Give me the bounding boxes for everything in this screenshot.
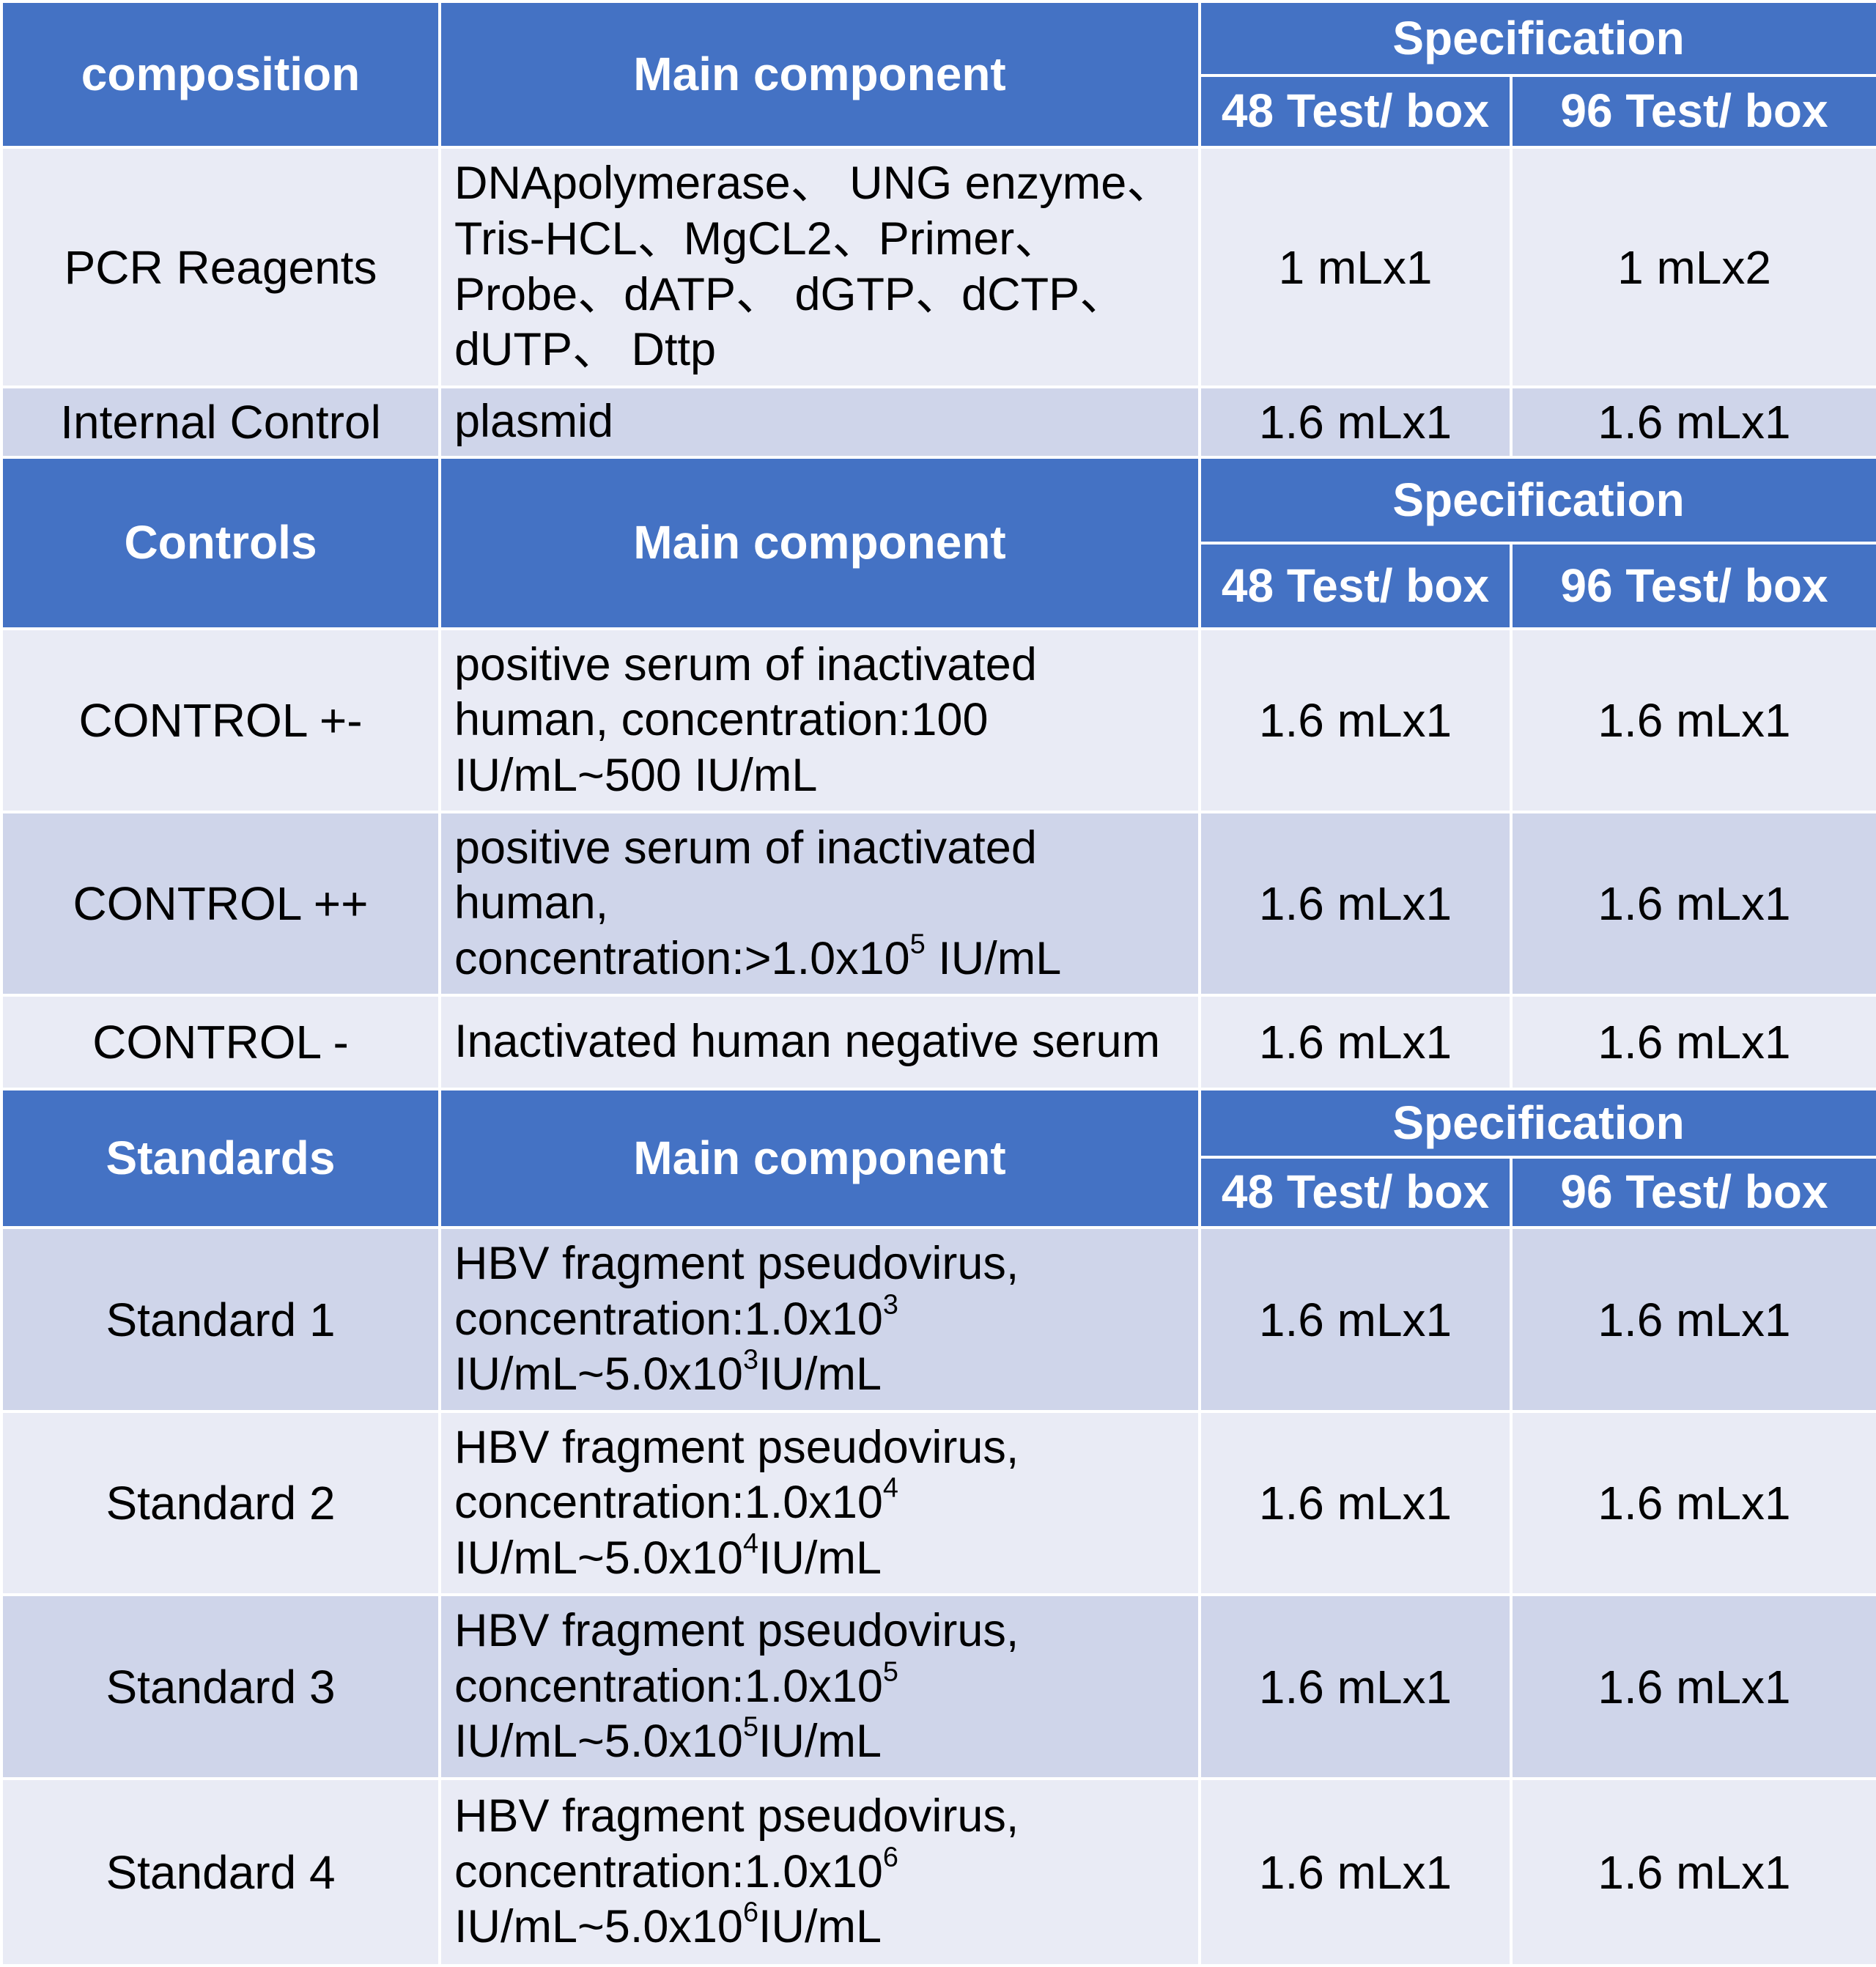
row-description: positive serum of inactivated human, con… [438,627,1201,813]
value-96-test: 1.6 mLx1 [1510,1593,1876,1780]
table-row: Internal Control plasmid 1.6 mLx1 1.6 mL… [0,385,1876,459]
table-row: Standard 3 HBV fragment pseudovirus, con… [0,1593,1876,1780]
row-description: HBV fragment pseudovirus, concentration:… [438,1593,1201,1780]
value-48-test: 1.6 mLx1 [1198,994,1513,1090]
row-description: HBV fragment pseudovirus, concentration:… [438,1410,1201,1596]
row-name: Standard 1 [0,1226,441,1413]
row-name: CONTROL - [0,994,441,1090]
table-row: CONTROL - Inactivated human negative ser… [0,994,1876,1090]
value-96-test: 1.6 mLx1 [1510,1777,1876,1967]
main-component-header: Main component [438,456,1201,630]
controls-header: Controls [0,456,441,630]
row-name: CONTROL ++ [0,811,441,997]
table-row: PCR Reagents DNApolymerase、 UNG enzyme、 … [0,146,1876,388]
main-component-header: Main component [438,0,1201,149]
row-description: HBV fragment pseudovirus, concentration:… [438,1777,1201,1967]
col-48-test-header: 48 Test/ box [1198,74,1513,149]
value-48-test: 1.6 mLx1 [1198,1777,1513,1967]
row-name: CONTROL +- [0,627,441,813]
row-description: positive serum of inactivated human, con… [438,811,1201,997]
row-description: HBV fragment pseudovirus, concentration:… [438,1226,1201,1413]
section-header-row: Controls Main component Specification [0,456,1876,630]
value-48-test: 1 mLx1 [1198,146,1513,388]
value-48-test: 1.6 mLx1 [1198,627,1513,813]
table-row: CONTROL ++ positive serum of inactivated… [0,811,1876,997]
main-component-header: Main component [438,1088,1201,1229]
table-row: Standard 4 HBV fragment pseudovirus, con… [0,1777,1876,1967]
row-description: Inactivated human negative serum [438,994,1201,1090]
section-header-row: Standards Main component Specification [0,1088,1876,1229]
row-description: plasmid [438,385,1201,459]
section-subheader-row: 48 Test/ box 96 Test/ box [1,74,1876,149]
value-96-test: 1 mLx2 [1510,146,1876,388]
value-48-test: 1.6 mLx1 [1198,811,1513,997]
table-row: Standard 1 HBV fragment pseudovirus, con… [0,1226,1876,1413]
specification-header: Specification [1198,456,1876,545]
value-48-test: 1.6 mLx1 [1198,1410,1513,1596]
value-48-test: 1.6 mLx1 [1198,385,1513,459]
specification-header: Specification [1198,0,1876,77]
table-row: CONTROL +- positive serum of inactivated… [0,627,1876,813]
row-name: PCR Reagents [0,146,441,388]
value-96-test: 1.6 mLx1 [1510,627,1876,813]
value-96-test: 1.6 mLx1 [1510,1410,1876,1596]
value-96-test: 1.6 mLx1 [1510,385,1876,459]
section-header-row: composition Main component Specification [0,0,1876,149]
col-48-test-header: 48 Test/ box [1198,542,1513,630]
row-name: Standard 4 [0,1777,441,1967]
standards-header: Standards [0,1088,441,1229]
value-48-test: 1.6 mLx1 [1198,1226,1513,1413]
section-subheader-row: 48 Test/ box 96 Test/ box [1,542,1876,630]
row-name: Standard 3 [0,1593,441,1780]
row-description: DNApolymerase、 UNG enzyme、 Tris-HCL、MgCL… [438,146,1201,388]
table-row: Standard 2 HBV fragment pseudovirus, con… [0,1410,1876,1596]
value-96-test: 1.6 mLx1 [1510,811,1876,997]
col-48-test-header: 48 Test/ box [1198,1156,1513,1229]
row-name: Internal Control [0,385,441,459]
value-48-test: 1.6 mLx1 [1198,1593,1513,1780]
value-96-test: 1.6 mLx1 [1510,1226,1876,1413]
row-name: Standard 2 [0,1410,441,1596]
section-subheader-row: 48 Test/ box 96 Test/ box [1,1156,1876,1229]
col-96-test-header: 96 Test/ box [1510,542,1876,630]
value-96-test: 1.6 mLx1 [1510,994,1876,1090]
composition-header: composition [0,0,441,149]
specification-header: Specification [1198,1088,1876,1159]
col-96-test-header: 96 Test/ box [1510,1156,1876,1229]
col-96-test-header: 96 Test/ box [1510,74,1876,149]
